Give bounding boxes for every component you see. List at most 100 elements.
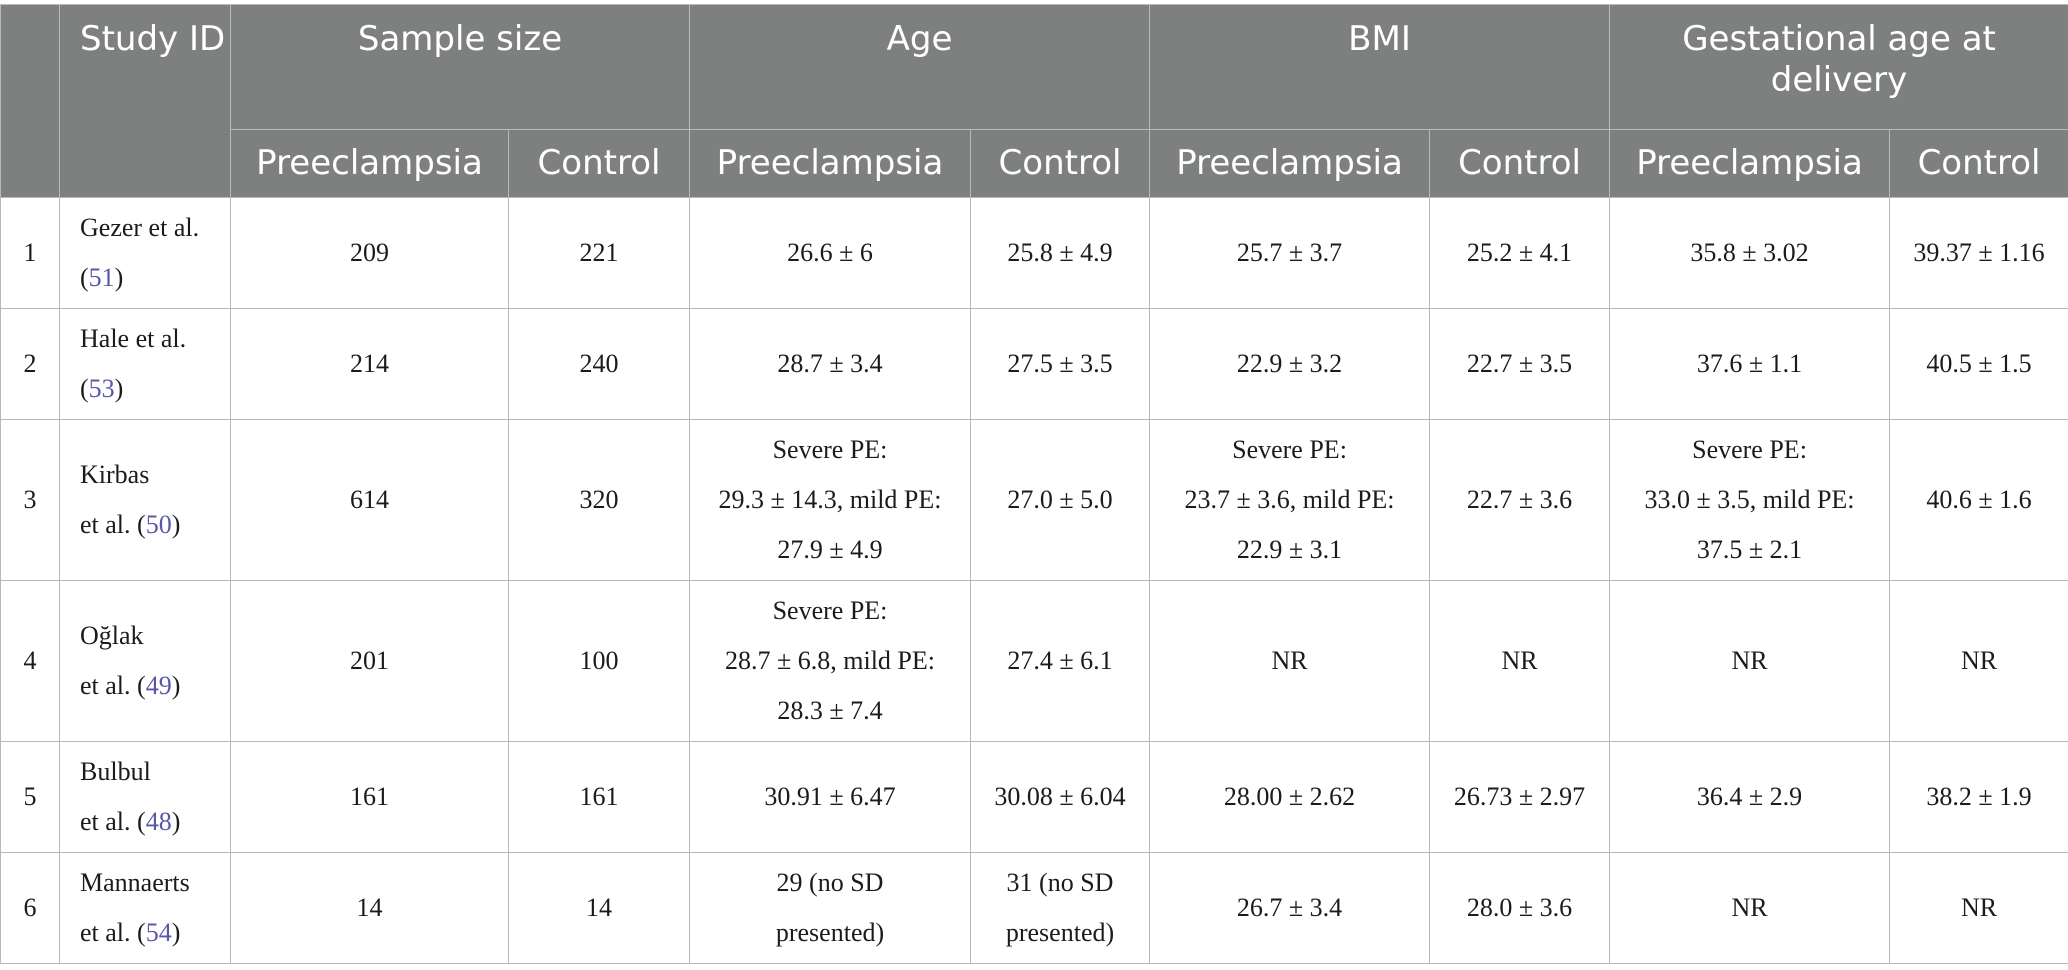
study-author: Gezer et al. xyxy=(80,213,200,242)
sample-control: 240 xyxy=(579,349,619,378)
bmi-control-cell: 22.7 ± 3.6 xyxy=(1429,419,1611,581)
sample-control-cell: 240 xyxy=(508,308,690,420)
bmi-control-line: 22.7 ± 3.5 xyxy=(1466,349,1573,378)
reference-link[interactable]: 53 xyxy=(88,374,115,403)
age-control-cell: 27.0 ± 5.0 xyxy=(969,419,1151,581)
age-control-cell: 27.4 ± 6.1 xyxy=(969,580,1151,742)
sample-preeclampsia: 214 xyxy=(350,349,389,378)
bmi-preeclampsia-line: 25.7 ± 3.7 xyxy=(1236,238,1343,267)
bmi-control-line: 28.0 ± 3.6 xyxy=(1466,893,1573,922)
study-characteristics-table: Study ID Sample size Age BMI Gestational… xyxy=(0,4,2068,964)
study-author: Bulbul xyxy=(80,757,151,786)
subheader-bmi-control: Control xyxy=(1429,129,1611,198)
ga-preeclampsia-cell: 36.4 ± 2.9 xyxy=(1609,741,1891,853)
sample-control: 14 xyxy=(586,893,612,922)
ga-control-cell: NR xyxy=(1889,580,2068,742)
row-number: 1 xyxy=(23,238,37,267)
table-row: 4 Oğlak et al. (49) 201 100 Severe PE: 28.7 ± … xyxy=(0,580,2068,742)
row-number-cell: 1 xyxy=(0,197,60,309)
sample-preeclampsia: 614 xyxy=(350,485,389,514)
reference-link[interactable]: 54 xyxy=(145,918,172,947)
study-id-line: Kirbas xyxy=(80,450,222,500)
sample-control: 320 xyxy=(579,485,619,514)
subheader-ga-control: Control xyxy=(1889,129,2068,198)
study-id-cell: Mannaerts et al. (54) xyxy=(59,852,231,964)
bmi-control-cell: 22.7 ± 3.5 xyxy=(1429,308,1611,420)
ga-preeclampsia-cell: 35.8 ± 3.02 xyxy=(1609,197,1891,309)
ga-control-line: NR xyxy=(1960,646,1998,675)
table-row: 2 Hale et al. (53) 214 240 28.7 ± 3.4 27.5 ± 3… xyxy=(0,308,2068,420)
study-author: Hale et al. xyxy=(80,324,187,353)
age-preeclampsia-cell: 26.6 ± 6 xyxy=(689,197,971,309)
study-id-line: Gezer et al. xyxy=(80,203,222,253)
reference-link[interactable]: 50 xyxy=(145,510,172,539)
age-control-cell: 25.8 ± 4.9 xyxy=(969,197,1151,309)
age-preeclampsia-line: 30.91 ± 6.47 xyxy=(764,782,896,811)
bmi-control-cell: 26.73 ± 2.97 xyxy=(1429,741,1611,853)
sample-control-cell: 320 xyxy=(508,419,690,581)
study-id-line: Oğlak xyxy=(80,611,222,661)
sample-preeclampsia: 161 xyxy=(350,782,389,811)
study-id-line: (53) xyxy=(80,374,124,403)
sample-control-cell: 221 xyxy=(508,197,690,309)
header-age: Age xyxy=(688,4,1151,130)
bmi-control-cell: 28.0 ± 3.6 xyxy=(1429,852,1611,964)
row-number: 5 xyxy=(23,782,37,811)
ga-control-line: NR xyxy=(1960,893,1998,922)
bmi-control-line: 22.7 ± 3.6 xyxy=(1466,485,1573,514)
ga-preeclampsia-cell: 37.6 ± 1.1 xyxy=(1609,308,1891,420)
age-control-cell: 27.5 ± 3.5 xyxy=(969,308,1151,420)
sample-preeclampsia-cell: 161 xyxy=(230,741,509,853)
bmi-preeclampsia-line: 23.7 ± 3.6, mild PE: xyxy=(1184,485,1395,514)
reference-link[interactable]: 48 xyxy=(145,807,172,836)
header-study-id: Study ID xyxy=(59,4,231,198)
age-preeclampsia-line: 26.6 ± 6 xyxy=(787,238,873,267)
age-control-line: 27.0 ± 5.0 xyxy=(1007,485,1113,514)
reference-link[interactable]: 49 xyxy=(145,671,172,700)
ga-control-line: 40.5 ± 1.5 xyxy=(1926,349,2032,378)
ga-preeclampsia-line: 35.8 ± 3.02 xyxy=(1690,238,1809,267)
ga-control-cell: 40.5 ± 1.5 xyxy=(1889,308,2068,420)
age-control-cell: 31 (no SD presented) xyxy=(969,852,1151,964)
age-control-line: 27.5 ± 3.5 xyxy=(1007,349,1113,378)
age-control-cell: 30.08 ± 6.04 xyxy=(969,741,1151,853)
sample-preeclampsia-cell: 201 xyxy=(230,580,509,742)
study-id-cell: Hale et al. (53) xyxy=(59,308,231,420)
study-etal: et al. xyxy=(80,510,131,539)
table-row: 3 Kirbas et al. (50) 614 320 Severe PE: 29.3 ±… xyxy=(0,419,2068,581)
subheader-ga-preeclampsia: Preeclampsia xyxy=(1609,129,1891,198)
age-control-line: 25.8 ± 4.9 xyxy=(1007,238,1113,267)
ga-control-cell: 38.2 ± 1.9 xyxy=(1889,741,2068,853)
ga-preeclampsia-cell: NR xyxy=(1609,852,1891,964)
row-number-cell: 6 xyxy=(0,852,60,964)
row-number-cell: 4 xyxy=(0,580,60,742)
bmi-preeclampsia-line: 22.9 ± 3.1 xyxy=(1236,535,1343,564)
sample-preeclampsia: 201 xyxy=(350,646,389,675)
table-row: 6 Mannaerts et al. (54) 14 14 29 (no SD presen… xyxy=(0,852,2068,964)
subheader-sample-control: Control xyxy=(508,129,690,198)
reference-link[interactable]: 51 xyxy=(88,263,115,292)
study-id-cell: Kirbas et al. (50) xyxy=(59,419,231,581)
age-control-line: 31 (no SD xyxy=(1006,868,1114,897)
age-preeclampsia-line: Severe PE: xyxy=(772,435,888,464)
sample-preeclampsia-cell: 214 xyxy=(230,308,509,420)
bmi-preeclampsia-cell: 28.00 ± 2.62 xyxy=(1149,741,1431,853)
header-sample-size: Sample size xyxy=(230,4,690,130)
ga-preeclampsia-cell: Severe PE: 33.0 ± 3.5, mild PE: 37.5 ± 2.1 xyxy=(1609,419,1891,581)
bmi-control-line: NR xyxy=(1501,646,1538,675)
row-number-cell: 2 xyxy=(0,308,60,420)
study-id-line: Bulbul xyxy=(80,747,222,797)
ga-preeclampsia-line: NR xyxy=(1731,646,1768,675)
table-body: 1 Gezer et al. (51) 209 221 26.6 ± 6 25.8 ± 4.… xyxy=(0,197,2068,964)
ga-preeclampsia-line: Severe PE: xyxy=(1692,435,1807,464)
table-row: 5 Bulbul et al. (48) 161 161 30.91 ± 6.47 30.0… xyxy=(0,741,2068,853)
sample-control: 161 xyxy=(579,782,619,811)
row-number: 6 xyxy=(23,893,37,922)
ga-preeclampsia-line: 33.0 ± 3.5, mild PE: xyxy=(1644,485,1855,514)
age-preeclampsia-line: 28.7 ± 3.4 xyxy=(777,349,883,378)
bmi-preeclampsia-cell: NR xyxy=(1149,580,1431,742)
ga-preeclampsia-cell: NR xyxy=(1609,580,1891,742)
study-id-cell: Gezer et al. (51) xyxy=(59,197,231,309)
bmi-control-line: 25.2 ± 4.1 xyxy=(1466,238,1573,267)
subheader-age-preeclampsia: Preeclampsia xyxy=(689,129,971,198)
